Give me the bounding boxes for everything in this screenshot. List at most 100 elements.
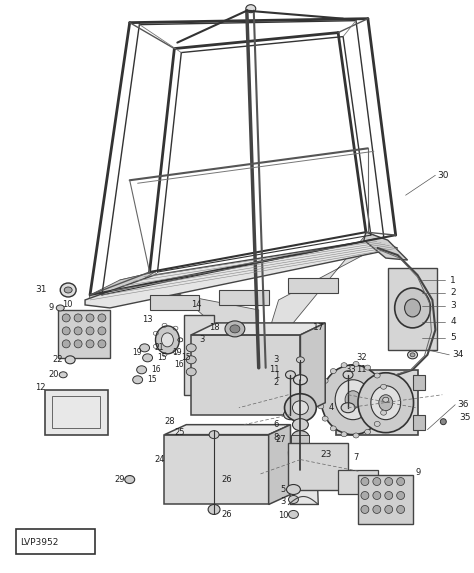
Ellipse shape: [358, 373, 413, 433]
Ellipse shape: [385, 505, 392, 513]
Ellipse shape: [284, 394, 316, 422]
Text: 21: 21: [155, 343, 164, 352]
Text: 18: 18: [209, 323, 220, 332]
Ellipse shape: [209, 431, 219, 438]
Text: 9: 9: [48, 304, 54, 312]
Ellipse shape: [395, 288, 430, 328]
Text: 3: 3: [199, 335, 205, 344]
Polygon shape: [289, 278, 338, 293]
Text: 1: 1: [450, 276, 456, 285]
Ellipse shape: [283, 410, 297, 419]
Ellipse shape: [410, 336, 415, 340]
Ellipse shape: [318, 404, 324, 409]
Text: 16: 16: [152, 366, 161, 374]
Polygon shape: [191, 323, 325, 335]
Ellipse shape: [330, 426, 336, 431]
Ellipse shape: [397, 492, 405, 500]
Text: 19: 19: [173, 348, 182, 358]
Text: 30: 30: [438, 171, 449, 180]
Polygon shape: [191, 335, 301, 415]
Text: 12: 12: [36, 383, 46, 393]
Ellipse shape: [137, 366, 146, 374]
Text: 35: 35: [459, 413, 471, 422]
Text: 20: 20: [48, 370, 59, 379]
Text: 9: 9: [416, 468, 421, 477]
Text: 26: 26: [221, 510, 232, 519]
Ellipse shape: [289, 496, 299, 504]
Ellipse shape: [373, 477, 381, 485]
Text: 26: 26: [221, 475, 232, 484]
Polygon shape: [46, 390, 108, 435]
Ellipse shape: [373, 492, 381, 500]
Text: 3: 3: [281, 497, 286, 506]
Ellipse shape: [62, 340, 70, 348]
Ellipse shape: [381, 410, 386, 415]
Ellipse shape: [410, 353, 415, 357]
Ellipse shape: [397, 477, 405, 485]
Polygon shape: [292, 435, 310, 442]
Text: 1: 1: [273, 371, 279, 380]
Bar: [16, 529, 95, 554]
Ellipse shape: [408, 351, 418, 359]
Ellipse shape: [98, 327, 106, 335]
Polygon shape: [336, 370, 418, 435]
Text: 4: 4: [328, 403, 333, 412]
Ellipse shape: [374, 421, 380, 426]
Ellipse shape: [341, 403, 355, 413]
Ellipse shape: [86, 340, 94, 348]
Text: 17: 17: [313, 323, 325, 332]
Ellipse shape: [361, 492, 369, 500]
Polygon shape: [259, 232, 388, 365]
Ellipse shape: [318, 391, 324, 395]
Text: 23: 23: [320, 450, 332, 459]
Polygon shape: [301, 323, 325, 415]
Ellipse shape: [74, 340, 82, 348]
Ellipse shape: [292, 431, 310, 445]
Text: 24: 24: [155, 455, 165, 464]
Text: 13: 13: [142, 315, 152, 324]
Text: 2: 2: [450, 288, 456, 297]
Ellipse shape: [440, 419, 447, 425]
Ellipse shape: [186, 368, 196, 376]
Ellipse shape: [296, 357, 304, 363]
Polygon shape: [88, 272, 155, 302]
Text: 32: 32: [356, 354, 366, 362]
Ellipse shape: [353, 362, 359, 367]
Ellipse shape: [86, 327, 94, 335]
Text: 15: 15: [157, 354, 167, 362]
Ellipse shape: [343, 371, 353, 379]
Ellipse shape: [293, 375, 307, 384]
Polygon shape: [412, 375, 426, 390]
Text: 10: 10: [62, 300, 73, 309]
Text: 19: 19: [133, 348, 142, 358]
Ellipse shape: [371, 386, 401, 419]
Ellipse shape: [373, 505, 381, 513]
Ellipse shape: [289, 511, 299, 519]
Ellipse shape: [125, 476, 135, 484]
Ellipse shape: [225, 321, 245, 337]
Ellipse shape: [383, 397, 389, 402]
Ellipse shape: [285, 371, 295, 379]
Ellipse shape: [162, 333, 173, 347]
Ellipse shape: [74, 327, 82, 335]
Polygon shape: [289, 452, 318, 504]
Ellipse shape: [56, 305, 64, 311]
Ellipse shape: [408, 334, 418, 342]
Polygon shape: [120, 272, 259, 365]
Ellipse shape: [383, 397, 389, 402]
Ellipse shape: [345, 391, 361, 409]
Ellipse shape: [62, 327, 70, 335]
Ellipse shape: [374, 373, 380, 378]
Text: 5: 5: [450, 333, 456, 343]
Ellipse shape: [385, 492, 392, 500]
Text: 29: 29: [115, 475, 125, 484]
Text: 25: 25: [174, 428, 185, 437]
Polygon shape: [219, 290, 269, 305]
Ellipse shape: [292, 401, 309, 415]
Text: 14: 14: [191, 300, 202, 309]
Ellipse shape: [361, 477, 369, 485]
Ellipse shape: [59, 372, 67, 378]
Polygon shape: [338, 469, 378, 494]
Ellipse shape: [60, 283, 76, 297]
Ellipse shape: [292, 419, 309, 431]
